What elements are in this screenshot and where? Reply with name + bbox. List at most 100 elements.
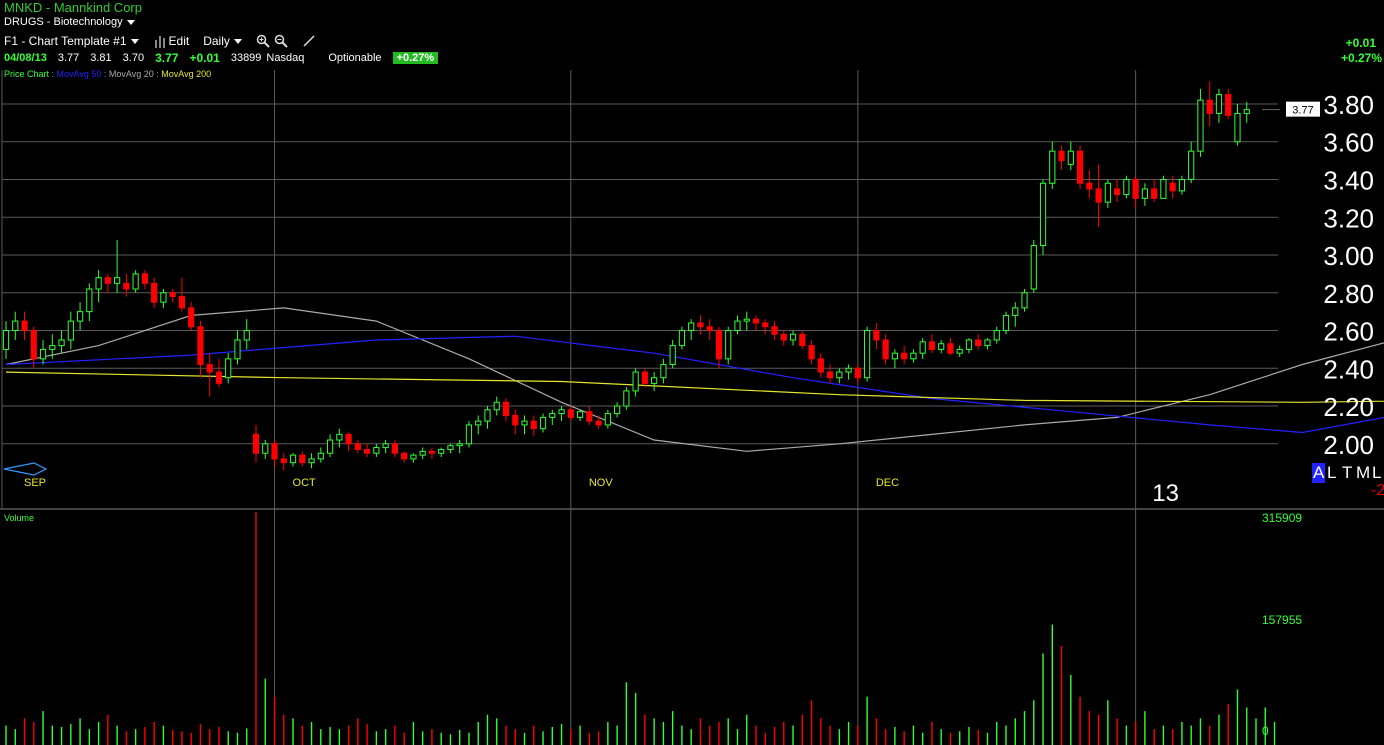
candle [475,415,482,435]
candle [1030,239,1037,293]
candle [2,321,10,359]
candle-body [336,433,343,441]
year-label: 13 [1152,480,1179,507]
candle-body [586,411,593,422]
edit-button[interactable]: Edit [153,34,190,48]
candle-body [188,307,195,328]
candle [549,409,556,425]
view-mode-l2[interactable]: L [1372,463,1382,482]
candle-body [743,318,750,322]
last-price-box [1286,101,1320,117]
candle-body [206,364,213,373]
candle [410,453,417,463]
template-dropdown[interactable]: F1 - Chart Template #1 [4,34,139,48]
candle-body [512,414,519,426]
candle-body [243,330,250,341]
view-mode-l[interactable]: L [1327,463,1337,482]
legend-ma200[interactable]: MovAvg 200 [161,69,212,79]
view-mode-a[interactable]: A [1312,463,1326,483]
candle-body [345,433,352,445]
candle-body [215,371,223,384]
candle [354,440,361,454]
candle-body [873,330,880,341]
candle [1141,183,1148,206]
candle-body [799,333,806,347]
legend-ma20[interactable]: MovAvg 20 [108,69,154,79]
zoom-out-button[interactable] [274,34,288,48]
ma-line-movavg-20 [5,307,1384,452]
scale-marker: -2 [1371,482,1384,499]
candle [49,334,56,359]
change-pct-badge: +0.27% [392,52,439,64]
candle [882,334,889,365]
candle [938,339,945,354]
candle-body [104,277,111,284]
candle [762,319,769,335]
candle [539,413,547,433]
candle-body [456,443,463,447]
template-label: F1 - Chart Template #1 [4,34,127,48]
candle-body [558,409,565,415]
candle [67,311,74,350]
candle-body [299,454,306,464]
candle-body [651,377,658,384]
legend-price[interactable]: Price Chart [4,69,50,79]
candle [141,270,148,289]
candle [1076,145,1084,189]
candle [891,349,898,369]
candle-body [280,458,287,464]
candle [558,406,565,422]
candle-body [326,439,334,454]
candle-body [1049,150,1056,184]
candle [1104,179,1111,208]
candle-body [225,358,232,379]
candle [169,288,176,303]
candle-body [1188,150,1195,180]
candle-body [641,371,648,384]
candle [1049,141,1056,189]
candle [456,440,463,454]
price-tick-label: 3.60 [1323,128,1374,158]
candle-body [410,454,417,460]
candle-body [364,448,371,454]
candle [845,364,852,380]
candle-body [567,409,574,418]
candle-body [438,448,445,454]
candle [373,443,380,458]
candle [780,330,787,346]
candle-body [21,320,28,332]
candle [1234,103,1241,146]
candle-body [401,452,408,460]
candle-body [169,292,176,298]
interval-dropdown[interactable]: Daily [203,34,242,48]
candle-body [178,296,186,309]
moving-averages [5,307,1384,452]
view-mode-t[interactable]: T [1342,463,1353,482]
candle-body [39,348,47,360]
candle [317,447,324,463]
legend-ma50[interactable]: MovAvg 50 [56,69,102,79]
candle [799,330,806,350]
candle [1067,141,1074,171]
candle-body [1141,188,1148,199]
candle [734,315,741,335]
zoom-in-button[interactable] [256,34,270,48]
candle-body [521,420,528,426]
candle-body [2,330,10,350]
edit-label: Edit [168,34,190,48]
scroll-handle-icon[interactable] [3,462,48,476]
candle [669,339,676,369]
candle-body [688,322,695,332]
candle [401,451,408,463]
candle [789,330,797,346]
candle [234,330,241,365]
sector-dropdown[interactable]: DRUGS - Biotechnology [4,16,135,28]
draw-tool-button[interactable] [302,34,316,48]
candle-body [1225,94,1232,116]
candle [651,372,658,391]
price-tick-label: 3.00 [1323,241,1374,271]
quote-exchange: Nasdaq [266,52,305,64]
view-mode-m[interactable]: M [1356,463,1371,482]
candle-body [1151,188,1158,199]
